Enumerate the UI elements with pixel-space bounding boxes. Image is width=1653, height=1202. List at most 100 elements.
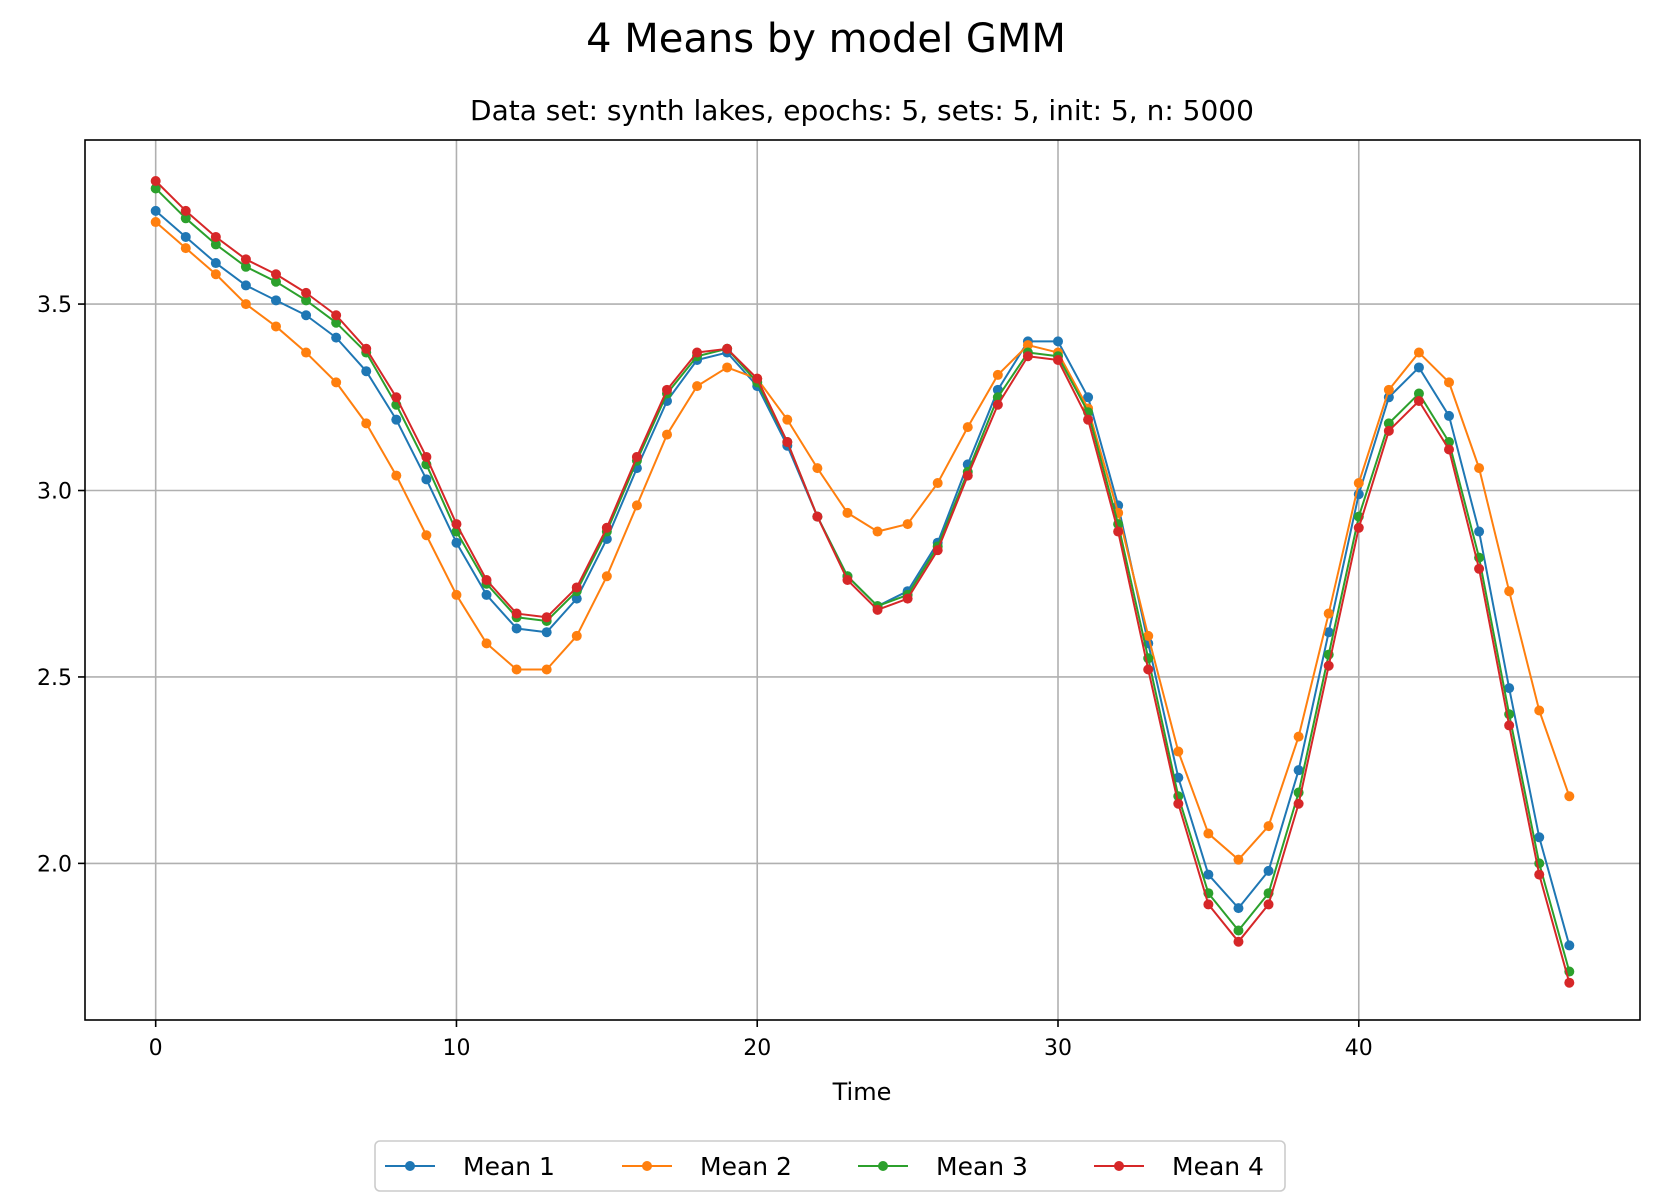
data-point	[1233, 925, 1244, 936]
series-4	[150, 176, 1575, 988]
data-point	[692, 381, 703, 392]
data-point	[631, 451, 642, 462]
data-point	[541, 627, 552, 638]
data-point	[1383, 425, 1394, 436]
data-point	[842, 575, 853, 585]
data-point	[842, 507, 853, 518]
data-point	[451, 589, 462, 600]
data-point	[1263, 865, 1274, 876]
data-point	[1293, 731, 1304, 742]
series-line	[154, 180, 1571, 983]
data-point	[1413, 362, 1424, 373]
y-tick-label: 2.0	[37, 852, 72, 877]
legend-item: Mean 2	[622, 1152, 792, 1181]
data-point	[361, 343, 372, 354]
data-point	[1203, 899, 1214, 910]
x-tick-label: 0	[149, 1036, 163, 1061]
data-point	[902, 519, 913, 530]
data-point	[511, 664, 522, 675]
data-point	[391, 470, 402, 481]
legend-label: Mean 2	[700, 1152, 792, 1181]
data-point	[1203, 828, 1214, 839]
data-point	[1564, 940, 1575, 951]
data-point	[1504, 720, 1515, 731]
data-point	[1504, 586, 1515, 597]
data-point	[421, 530, 432, 541]
data-point	[270, 276, 281, 287]
data-point	[301, 347, 312, 358]
data-point	[331, 317, 342, 328]
data-point	[240, 280, 251, 291]
data-point	[301, 287, 312, 298]
data-point	[1504, 683, 1515, 694]
series-1	[150, 205, 1575, 951]
x-axis-label: Time	[832, 1078, 892, 1106]
data-point	[1383, 384, 1394, 395]
legend-marker	[642, 1161, 652, 1171]
data-point	[571, 593, 582, 604]
chart-subtitle: Data set: synth lakes, epochs: 5, sets: …	[470, 94, 1254, 127]
data-point	[992, 399, 1003, 410]
data-point	[962, 422, 973, 433]
data-point	[1534, 869, 1545, 880]
data-point	[541, 612, 552, 623]
data-point	[1203, 869, 1214, 880]
data-point	[1323, 660, 1334, 671]
series-line	[154, 187, 1571, 972]
data-point	[210, 258, 221, 269]
y-tick-label: 3.5	[37, 293, 72, 318]
data-point	[180, 231, 191, 242]
data-point	[631, 500, 642, 511]
data-point	[1263, 899, 1274, 910]
data-point	[210, 269, 221, 280]
data-point	[301, 310, 312, 321]
data-point	[451, 519, 462, 530]
data-point	[210, 231, 221, 242]
data-point	[601, 571, 612, 582]
data-point	[1413, 396, 1424, 407]
x-tick-label: 10	[442, 1036, 470, 1061]
x-tick-label: 20	[743, 1036, 771, 1061]
data-point	[1173, 798, 1184, 809]
data-point	[722, 362, 733, 373]
data-point	[662, 384, 672, 395]
data-point	[270, 321, 281, 332]
data-point	[1083, 392, 1094, 403]
series-3	[150, 183, 1575, 977]
series-2	[150, 217, 1575, 865]
data-point	[391, 414, 402, 425]
data-point	[1143, 630, 1154, 641]
data-point	[1444, 444, 1455, 455]
data-point	[1173, 746, 1184, 757]
data-point	[1534, 705, 1545, 716]
data-point	[1474, 526, 1485, 537]
data-point	[1413, 388, 1424, 399]
data-point	[481, 638, 492, 649]
data-point	[1323, 608, 1334, 619]
data-point	[662, 429, 672, 440]
data-point	[1022, 351, 1033, 362]
data-point	[421, 474, 432, 485]
data-point	[361, 366, 372, 377]
data-point	[1444, 377, 1455, 388]
data-point	[722, 343, 733, 354]
data-point	[150, 205, 161, 216]
data-point	[421, 451, 432, 462]
data-point	[361, 418, 372, 429]
data-point	[1083, 414, 1094, 425]
data-point	[1383, 418, 1394, 429]
data-point	[210, 239, 221, 250]
data-point	[301, 295, 312, 306]
data-point	[270, 295, 281, 306]
data-point	[451, 537, 462, 548]
plot-frame	[84, 139, 1641, 1021]
series-line	[155, 210, 1571, 946]
data-point	[1263, 821, 1274, 832]
legend-item: Mean 3	[858, 1152, 1028, 1181]
data-point	[270, 269, 281, 280]
data-point	[932, 545, 943, 556]
series-line	[155, 221, 1571, 861]
data-point	[481, 575, 492, 585]
data-point	[240, 261, 251, 272]
data-point	[1444, 410, 1455, 421]
